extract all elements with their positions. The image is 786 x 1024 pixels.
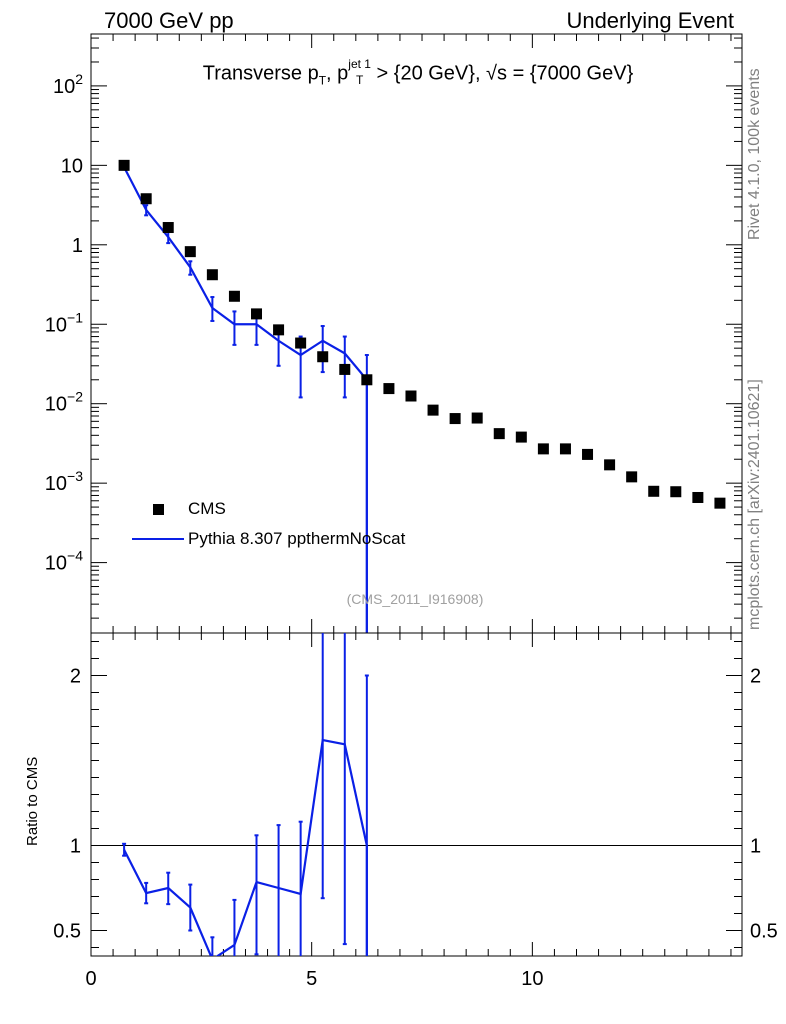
y-tick-label: 10 <box>61 155 83 177</box>
cms-data-point <box>383 383 395 395</box>
collision-label: 7000 GeV pp <box>104 8 234 33</box>
cms-data-point <box>206 269 218 281</box>
y-tick-label: 10−2 <box>45 389 83 416</box>
cms-data-point <box>582 448 594 460</box>
y-tick-label: 10−4 <box>45 548 83 575</box>
cms-data-point <box>118 159 130 171</box>
cms-data-point <box>692 491 704 503</box>
cms-data-point <box>515 431 527 443</box>
ratio-y-tick-label: 1 <box>70 836 81 858</box>
cms-data-point <box>670 486 682 498</box>
x-tick-label: 0 <box>85 968 96 990</box>
cms-data-point <box>140 193 152 205</box>
y-tick-label: 1 <box>72 235 83 257</box>
pythia-line <box>123 166 368 633</box>
cms-data-point <box>273 324 285 336</box>
cms-data-point <box>471 412 483 424</box>
cms-data-point <box>604 459 616 471</box>
cms-data-point <box>251 308 263 320</box>
rivet-version-label: Rivet 4.1.0, 100k events <box>746 68 763 240</box>
y-tick-label: 10−3 <box>45 468 83 495</box>
cms-data-point <box>361 374 373 386</box>
legend-entry-cms: CMS <box>128 494 405 524</box>
cms-data-point <box>228 290 240 302</box>
y-tick-label: 10−1 <box>45 309 83 336</box>
mcplots-source-label: mcplots.cern.ch [arXiv:2401.10621] <box>746 379 763 630</box>
ratio-line <box>123 738 368 956</box>
ratio-y-tick-label-right: 0.5 <box>750 921 778 943</box>
legend-entry-pythia: Pythia 8.307 ppthermNoScat <box>128 524 405 554</box>
cms-data-point <box>493 428 505 440</box>
cms-data-point <box>449 413 461 425</box>
cms-data-point <box>648 485 660 497</box>
legend: CMS Pythia 8.307 ppthermNoScat <box>128 494 405 554</box>
ratio-y-tick-label-right: 2 <box>750 666 761 688</box>
cms-data-point <box>339 363 351 375</box>
legend-label-pythia: Pythia 8.307 ppthermNoScat <box>188 529 406 548</box>
cms-data-point <box>626 471 638 483</box>
cms-data-point <box>537 443 549 455</box>
ratio-y-tick-label: 2 <box>70 666 81 688</box>
cms-data-point <box>405 390 417 402</box>
ratio-axis-label: Ratio to CMS <box>24 756 41 846</box>
y-tick-label: 102 <box>53 71 83 98</box>
ratio-y-tick-label: 0.5 <box>53 921 81 943</box>
cms-data-point <box>427 404 439 416</box>
cms-data-point <box>295 337 307 349</box>
cms-data-point <box>184 246 196 258</box>
cms-data-point <box>714 497 726 509</box>
legend-label-cms: CMS <box>188 499 226 518</box>
cms-data-point <box>559 443 571 455</box>
legend-marker-square <box>152 503 164 515</box>
cms-data-point <box>162 222 174 234</box>
ratio-panel: 0.5 0.5 1 1 2 2 0 5 10 <box>53 632 778 990</box>
ratio-y-tick-label-right: 1 <box>750 836 761 858</box>
legend-line <box>132 538 184 540</box>
cms-data-point <box>317 351 329 363</box>
main-panel: 102 10 1 10−1 10−2 10−3 10−4 <box>45 33 743 956</box>
x-tick-label: 10 <box>521 968 543 990</box>
process-label: Underlying Event <box>566 8 734 33</box>
x-tick-label: 5 <box>306 968 317 990</box>
analysis-id: (CMS_2011_I916908) <box>346 591 484 607</box>
